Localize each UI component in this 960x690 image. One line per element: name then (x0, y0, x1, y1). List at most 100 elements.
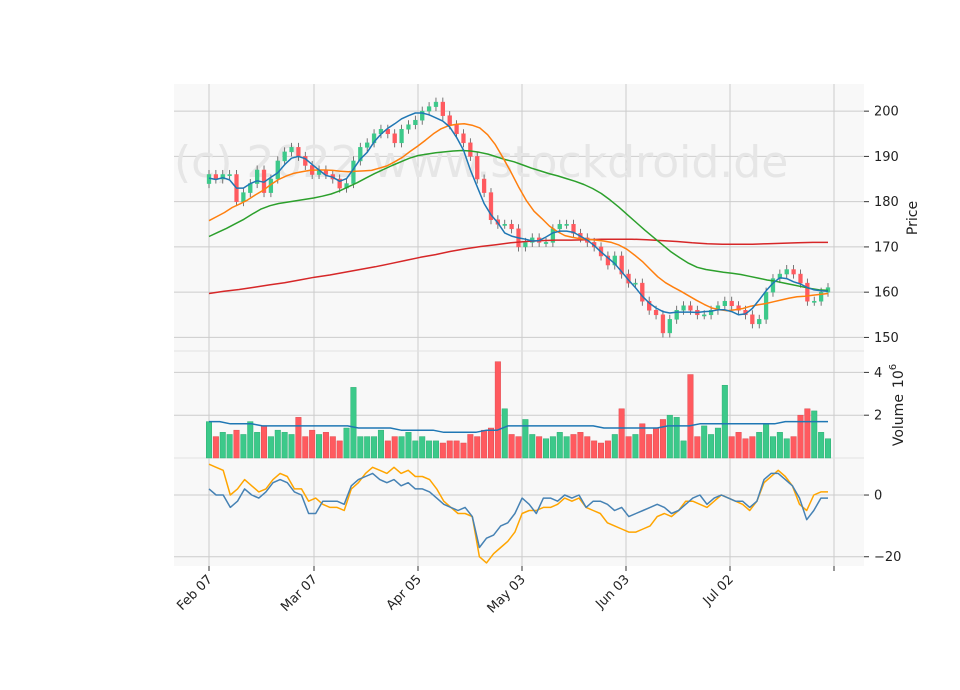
candle-body (413, 119, 418, 125)
candle-body (763, 291, 769, 320)
candle-body (447, 115, 452, 125)
volume-bars (205, 361, 832, 459)
x-tick-label: Feb 07 (174, 572, 216, 614)
price-tick-label: 180 (874, 195, 899, 210)
candle-body (798, 273, 803, 284)
ma-slow-line (208, 149, 829, 292)
price-tick-label: 160 (874, 286, 899, 301)
candle-body (475, 156, 480, 180)
volume-bar (790, 436, 797, 459)
candle-body (784, 269, 789, 275)
volume-bar (598, 442, 605, 459)
volume-bar (659, 419, 666, 459)
volume-bar (515, 436, 522, 459)
indicator-tick-label: −20 (874, 550, 901, 565)
candle-body (605, 255, 611, 266)
volume-bar (824, 438, 832, 459)
volume-bar (316, 434, 323, 459)
volume-bar (811, 410, 818, 459)
volume-bar (543, 438, 550, 459)
volume-bar (357, 436, 364, 459)
volume-bar (412, 440, 419, 459)
volume-average-line (209, 420, 828, 434)
volume-bar (639, 423, 646, 459)
candle-body (481, 178, 487, 193)
x-tick-label: Jul 02 (700, 572, 737, 609)
candle-body (633, 282, 638, 285)
volume-bar (405, 432, 412, 459)
volume-bar (302, 436, 309, 459)
volume-bar (549, 436, 556, 459)
candle-body (791, 269, 796, 275)
candle-body (358, 147, 363, 162)
volume-bar (563, 436, 570, 459)
volume-bar (529, 434, 536, 459)
volume-tick-label: 2 (874, 409, 882, 424)
volume-bar (646, 434, 653, 459)
volume-bar (742, 438, 749, 459)
volume-bar (680, 440, 687, 459)
candle-body (440, 101, 445, 116)
x-tick-label: Apr 05 (384, 572, 425, 613)
volume-bar (384, 440, 391, 459)
volume-bar (577, 432, 584, 459)
volume-bar (377, 429, 384, 459)
candle-body (729, 300, 734, 306)
volume-bar (205, 421, 213, 459)
volume-bar (426, 440, 433, 459)
volume-bar (508, 434, 515, 459)
candlesticks (206, 97, 831, 338)
volume-bar (749, 436, 756, 459)
candle-body (296, 147, 301, 157)
candle-body (241, 192, 246, 202)
price-tick-label: 200 (874, 105, 899, 120)
candle-body (688, 305, 693, 311)
volume-bar (309, 429, 316, 459)
volume-bar (419, 436, 426, 459)
candle-body (488, 192, 494, 221)
volume-bar (343, 427, 350, 459)
candle-body (722, 300, 727, 306)
candle-body (392, 133, 397, 144)
candle-body (702, 314, 707, 317)
volume-bar (267, 436, 274, 459)
volume-bar (439, 442, 446, 459)
candle-body (420, 110, 425, 121)
candle-body (612, 255, 617, 266)
candle-body (399, 129, 404, 144)
volume-bar (371, 436, 378, 459)
volume-bar (329, 436, 336, 459)
volume-bar (254, 432, 261, 459)
candle-body (660, 314, 666, 334)
candle-body (564, 224, 569, 226)
indicator-line-a (208, 472, 828, 549)
volume-bar (797, 414, 804, 459)
candle-body (812, 300, 817, 303)
candle-body (213, 174, 219, 180)
candle-body (255, 169, 260, 184)
volume-bar (453, 440, 460, 459)
volume-bar (804, 408, 811, 459)
volume-bar (769, 436, 776, 459)
candle-body (543, 242, 549, 244)
ma-long-line (208, 238, 828, 295)
candle-body (736, 305, 741, 311)
volume-bar (474, 436, 481, 459)
candle-body (227, 174, 232, 176)
volume-bar (350, 387, 357, 459)
volume-bar (653, 427, 660, 459)
volume-bar (398, 436, 405, 459)
volume-bar (694, 436, 701, 459)
volume-bar (274, 429, 281, 459)
volume-bar (687, 374, 694, 459)
volume-bar (611, 434, 618, 459)
candle-body (502, 224, 507, 226)
volume-bar (446, 440, 453, 459)
volume-bar (247, 421, 254, 459)
candle-body (647, 300, 652, 311)
candle-body (454, 124, 459, 135)
x-tick-label: Mar 07 (278, 572, 321, 615)
candle-body (805, 282, 810, 302)
volume-tick-label: 4 (874, 366, 882, 381)
volume-bar (295, 417, 302, 459)
